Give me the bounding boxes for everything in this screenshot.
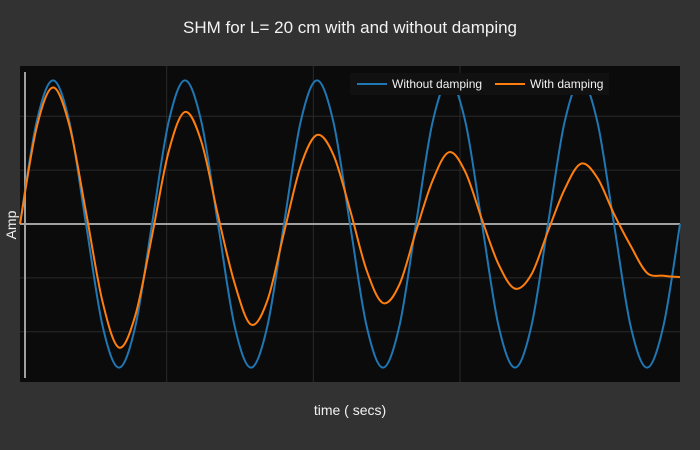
series-line-with-damping [19, 86, 681, 349]
legend-label-without-damping: Without damping [392, 77, 483, 91]
legend-swatch-with-damping [495, 83, 526, 85]
series-line-without-damping [19, 79, 681, 369]
x-axis-label: time ( secs) [313, 402, 387, 418]
chart-title: SHM for L= 20 cm with and without dampin… [182, 18, 518, 37]
y-axis-label: Amp [3, 210, 19, 240]
legend-label-with-damping: With damping [530, 77, 604, 91]
legend-item-without-damping[interactable]: Without damping [352, 77, 482, 91]
legend[interactable]: Without damping With damping [350, 73, 610, 95]
legend-swatch-without-damping [357, 83, 387, 85]
series-group [19, 79, 681, 369]
legend-item-with-damping[interactable]: With damping [490, 77, 603, 91]
